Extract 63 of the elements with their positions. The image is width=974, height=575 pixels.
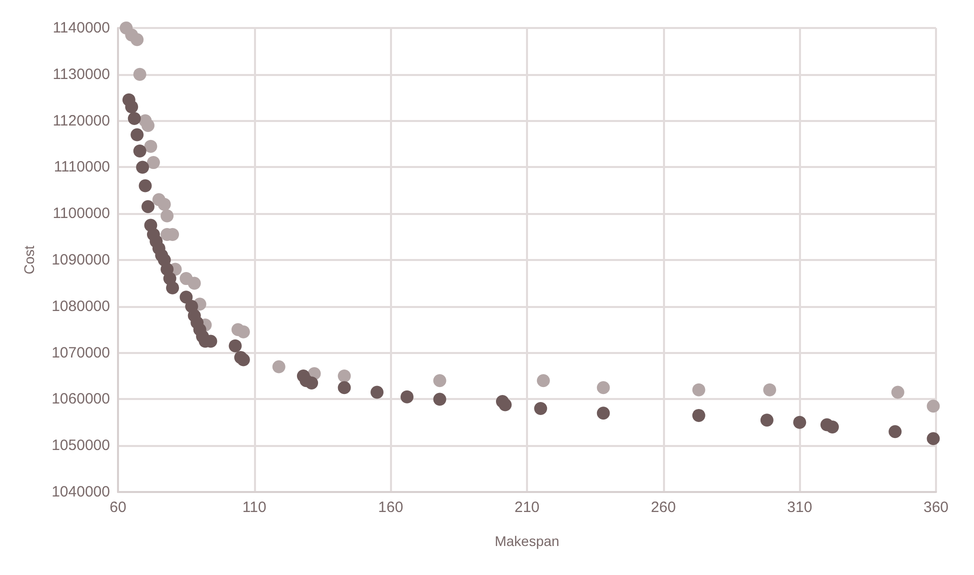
point <box>160 209 174 222</box>
point <box>498 398 512 412</box>
x-tick-label: 260 <box>650 499 676 516</box>
point <box>400 390 414 404</box>
point <box>236 353 250 366</box>
y-tick-label: 1080000 <box>52 298 110 315</box>
y-tick-label: 1100000 <box>52 205 110 222</box>
point <box>338 381 351 394</box>
y-tick-label: 1060000 <box>52 390 110 408</box>
x-tick-label: 160 <box>378 499 404 516</box>
x-tick-label: 310 <box>787 499 812 516</box>
point <box>125 100 138 114</box>
point <box>133 144 146 158</box>
point <box>133 68 146 81</box>
point <box>144 140 158 153</box>
point <box>272 360 286 374</box>
point <box>763 383 776 396</box>
point <box>130 128 144 142</box>
y-tick-label: 1140000 <box>52 20 110 36</box>
y-tick-label: 1040000 <box>52 484 110 500</box>
point <box>130 33 144 46</box>
point <box>142 118 154 132</box>
x-axis-title: Makespan <box>494 533 560 549</box>
point <box>692 383 706 396</box>
point <box>180 290 193 304</box>
point <box>433 392 446 406</box>
y-tick-label: 1050000 <box>52 437 110 454</box>
y-tick-label: 1120000 <box>52 112 110 130</box>
point <box>793 416 806 429</box>
point <box>534 402 548 415</box>
point <box>926 432 940 446</box>
point <box>826 420 839 434</box>
point <box>236 325 250 338</box>
point <box>760 414 774 427</box>
point <box>338 370 351 382</box>
y-axis-title: Cost <box>21 246 37 274</box>
y-tick-label: 1070000 <box>52 344 110 362</box>
x-tick-label: 360 <box>923 499 949 516</box>
point <box>188 276 201 290</box>
x-tick-label: 210 <box>514 499 540 516</box>
point <box>138 179 152 192</box>
point <box>136 160 150 174</box>
point <box>128 112 141 125</box>
point <box>142 200 154 214</box>
point <box>596 406 610 420</box>
point <box>146 156 160 170</box>
point <box>536 374 550 388</box>
x-tick-label: 60 <box>110 499 126 516</box>
point <box>305 376 318 390</box>
x-tick-label: 110 <box>242 499 266 516</box>
point <box>692 408 706 422</box>
point <box>891 386 904 399</box>
y-tick-label: 1090000 <box>52 252 110 268</box>
point <box>926 400 940 413</box>
point <box>158 198 171 211</box>
point <box>888 425 902 438</box>
y-tick-label: 1110000 <box>54 158 110 176</box>
point <box>166 281 180 294</box>
point <box>370 386 384 399</box>
y-tick-label: 1130000 <box>52 66 110 83</box>
point <box>228 339 242 352</box>
point <box>433 374 446 388</box>
point <box>596 381 610 394</box>
